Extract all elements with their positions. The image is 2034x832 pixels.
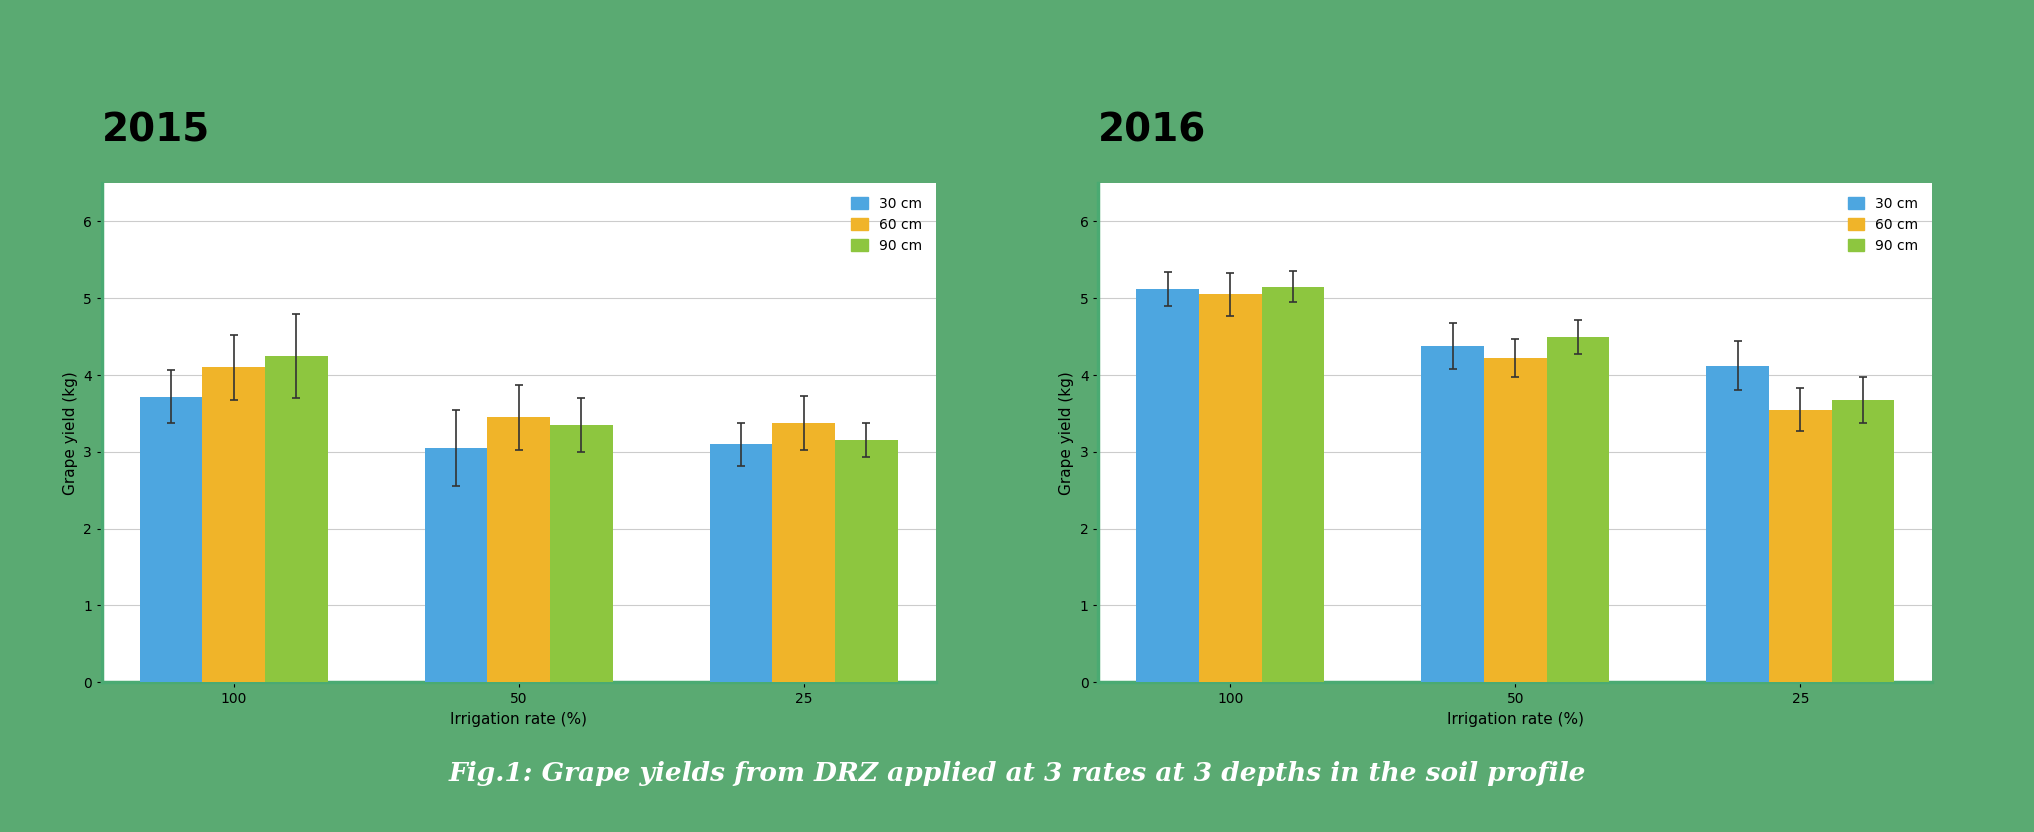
Bar [488,418,549,682]
Legend: 30 cm, 60 cm, 90 cm: 30 cm, 60 cm, 90 cm [844,190,930,260]
Bar [773,423,836,682]
Text: 2016: 2016 [1098,111,1206,150]
Bar [264,356,327,682]
Bar [1198,295,1261,682]
Y-axis label: Grape yield (kg): Grape yield (kg) [63,371,77,494]
Legend: 30 cm, 60 cm, 90 cm: 30 cm, 60 cm, 90 cm [1841,190,1926,260]
X-axis label: Irrigation rate (%): Irrigation rate (%) [450,711,588,726]
Bar [549,425,612,682]
Bar [425,448,488,682]
Bar [710,444,773,682]
Y-axis label: Grape yield (kg): Grape yield (kg) [1060,371,1074,494]
Bar [1485,358,1546,682]
Bar [836,440,897,682]
Bar [1137,289,1198,682]
Bar [1261,287,1324,682]
Text: 2015: 2015 [102,111,210,150]
Bar [1546,337,1609,682]
Bar [1770,409,1833,682]
Bar [201,368,264,682]
Text: Fig.1: Grape yields from DRZ applied at 3 rates at 3 depths in the soil profile: Fig.1: Grape yields from DRZ applied at … [447,761,1587,786]
Bar [1833,399,1894,682]
X-axis label: Irrigation rate (%): Irrigation rate (%) [1446,711,1584,726]
Bar [140,397,201,682]
Bar [1707,366,1770,682]
Bar [1422,346,1485,682]
